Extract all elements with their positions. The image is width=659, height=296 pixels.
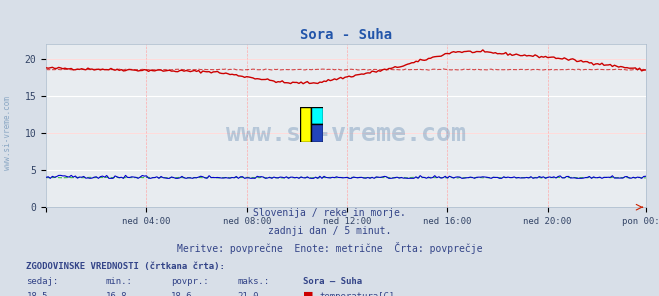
Text: Sora – Suha: Sora – Suha (303, 277, 362, 286)
FancyBboxPatch shape (300, 107, 312, 142)
Text: 16,8: 16,8 (105, 292, 127, 296)
Text: Meritve: povprečne  Enote: metrične  Črta: povprečje: Meritve: povprečne Enote: metrične Črta:… (177, 242, 482, 254)
FancyBboxPatch shape (312, 124, 323, 142)
Text: sedaj:: sedaj: (26, 277, 59, 286)
Text: ZGODOVINSKE VREDNOSTI (črtkana črta):: ZGODOVINSKE VREDNOSTI (črtkana črta): (26, 262, 225, 271)
Text: 18,6: 18,6 (171, 292, 193, 296)
Text: maks.:: maks.: (237, 277, 270, 286)
FancyBboxPatch shape (312, 107, 323, 124)
Text: 18,5: 18,5 (26, 292, 48, 296)
Text: povpr.:: povpr.: (171, 277, 209, 286)
Text: Slovenija / reke in morje.: Slovenija / reke in morje. (253, 208, 406, 218)
Text: 21,0: 21,0 (237, 292, 259, 296)
Title: Sora - Suha: Sora - Suha (300, 28, 392, 42)
Text: ■: ■ (303, 291, 314, 296)
Text: www.si-vreme.com: www.si-vreme.com (3, 96, 13, 170)
Text: zadnji dan / 5 minut.: zadnji dan / 5 minut. (268, 226, 391, 236)
Text: min.:: min.: (105, 277, 132, 286)
Text: temperatura[C]: temperatura[C] (320, 292, 395, 296)
Text: www.si-vreme.com: www.si-vreme.com (226, 122, 466, 146)
